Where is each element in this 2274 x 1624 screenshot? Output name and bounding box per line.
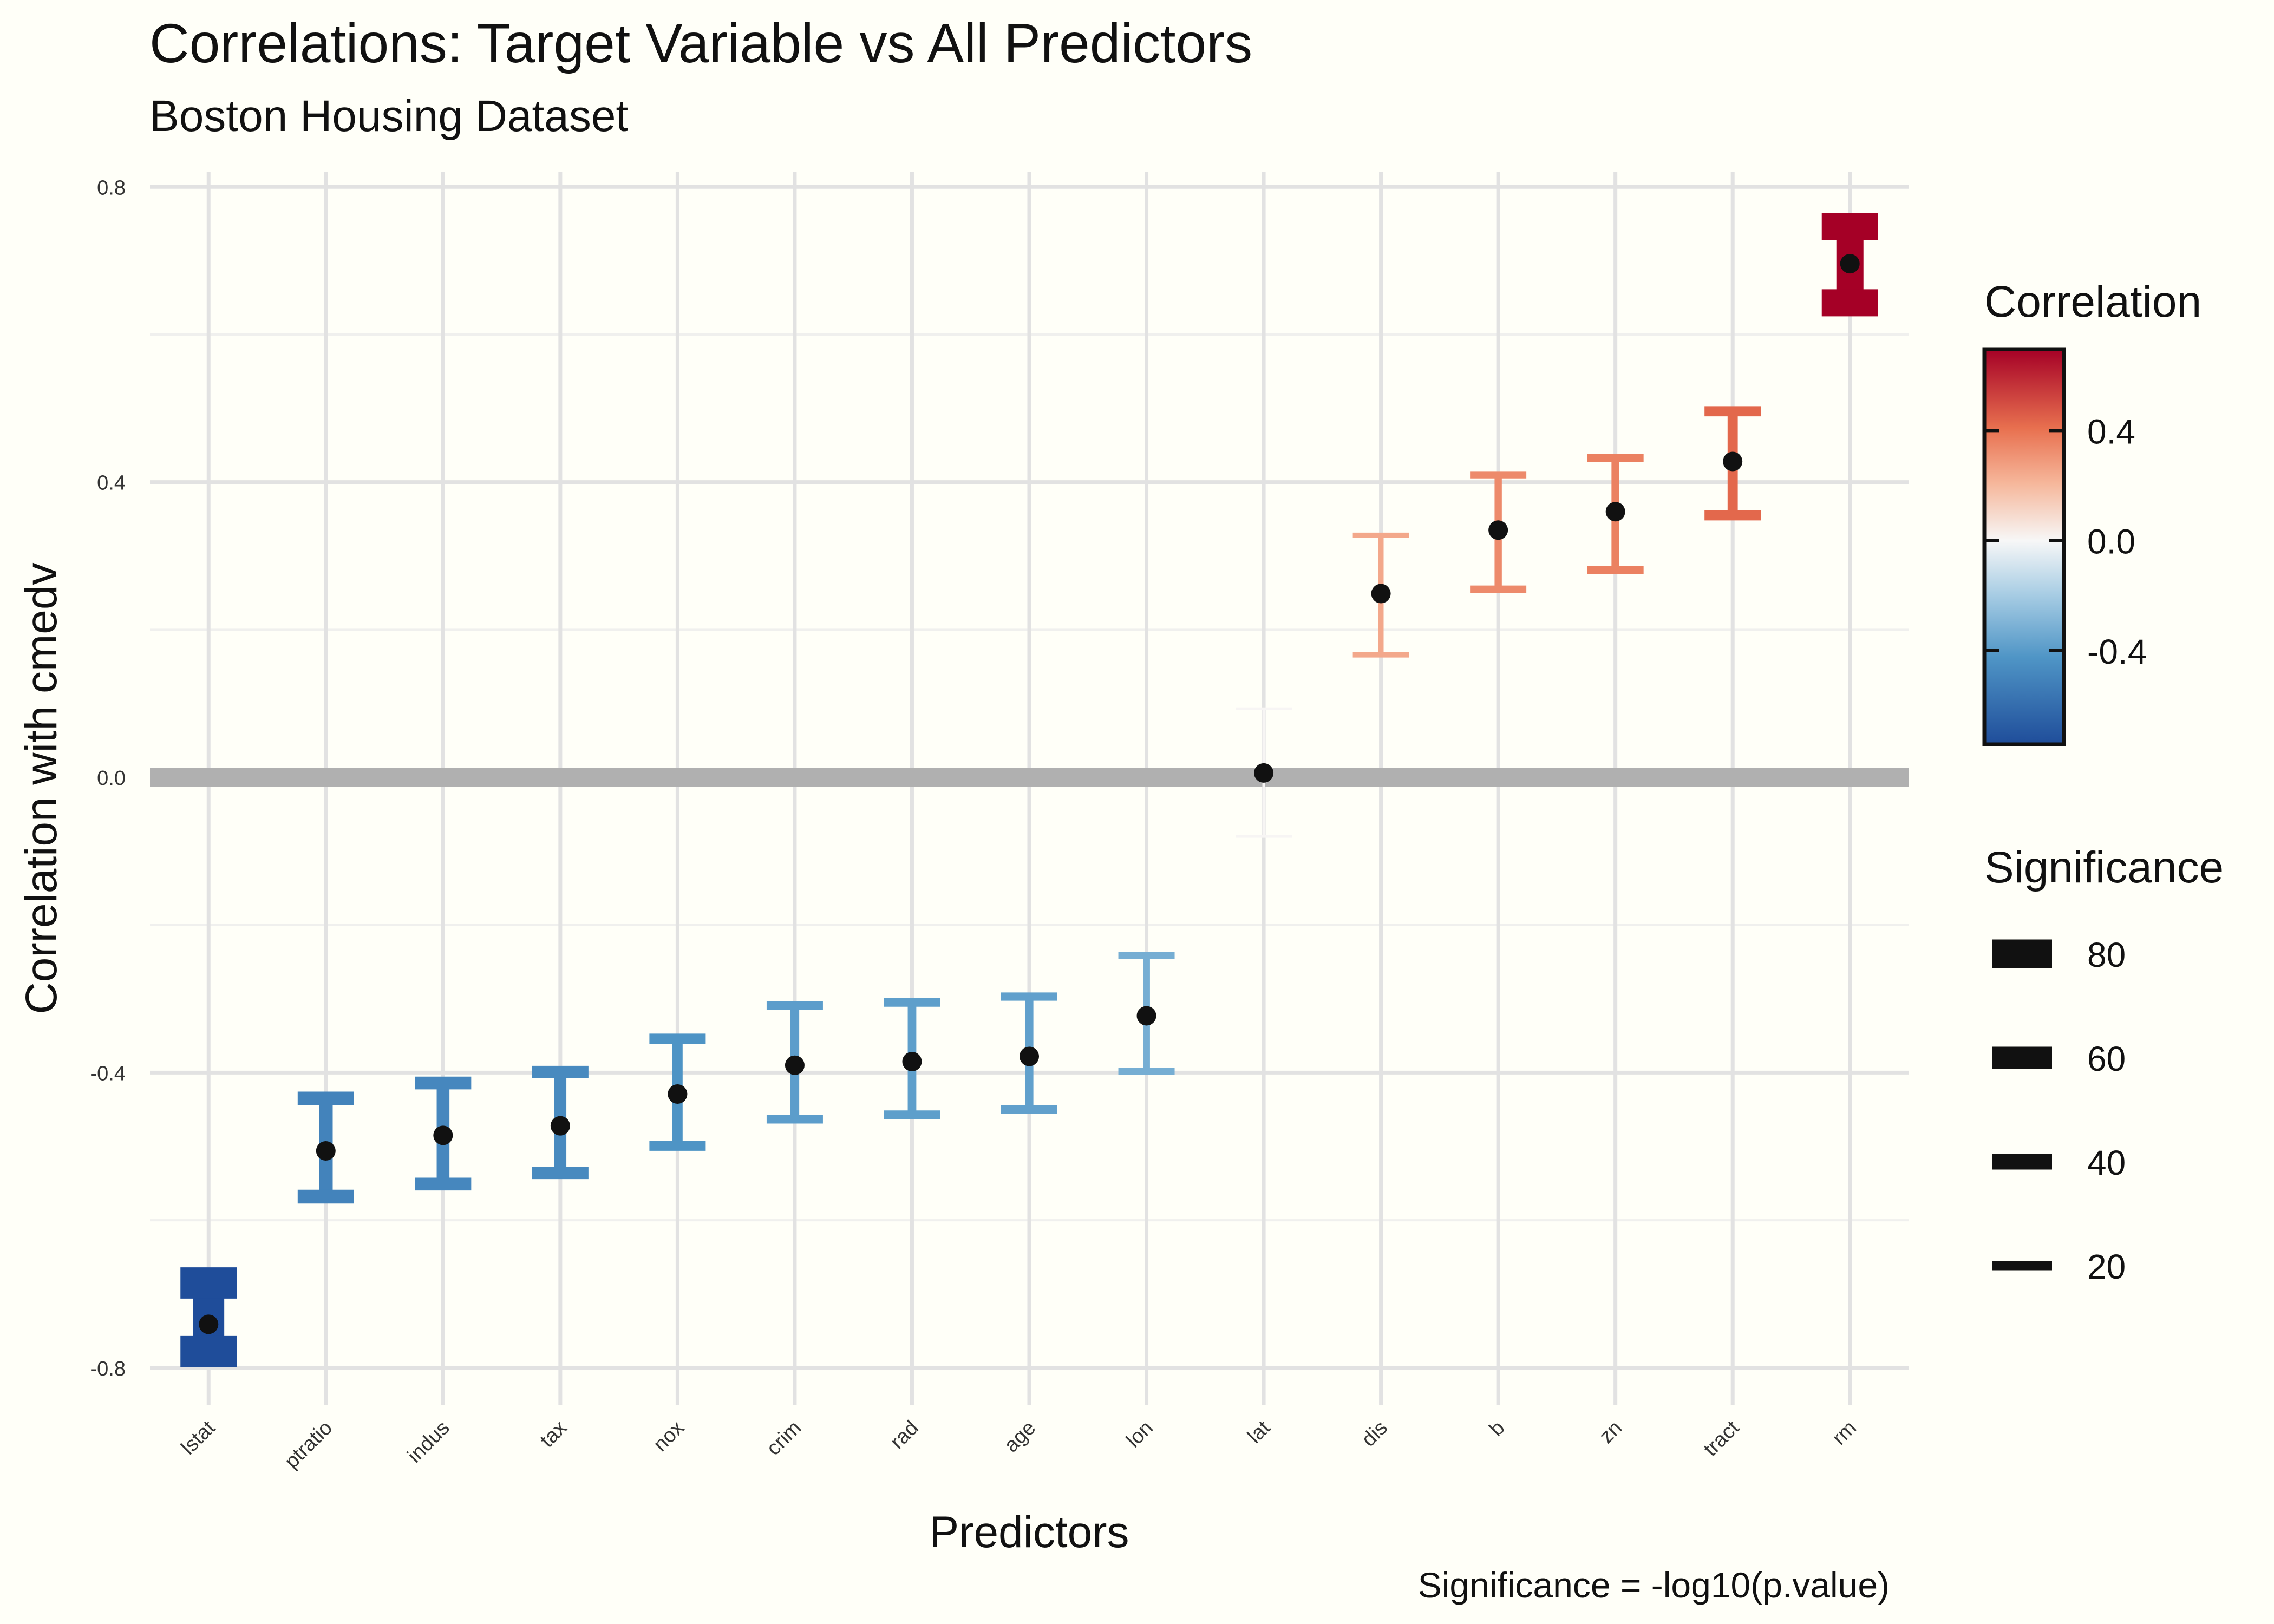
- y-tick-label: -0.8: [90, 1358, 126, 1380]
- x-tick-label: zn: [1595, 1417, 1626, 1448]
- point-lat: [1254, 763, 1274, 783]
- x-tick-label: nox: [649, 1417, 689, 1456]
- point-b: [1488, 520, 1508, 540]
- point-indus: [433, 1125, 453, 1145]
- x-tick-label: b: [1485, 1417, 1510, 1441]
- chart-title: Correlations: Target Variable vs All Pre…: [149, 12, 1253, 74]
- x-tick-label: rad: [886, 1417, 923, 1454]
- point-age: [1020, 1046, 1039, 1066]
- point-zn: [1605, 502, 1625, 522]
- x-tick-label: ptratio: [280, 1417, 337, 1473]
- y-tick-label: 0.8: [97, 176, 126, 199]
- color-legend-title: Correlation: [1984, 277, 2201, 326]
- size-legend-label: 40: [2087, 1143, 2126, 1182]
- color-legend-label: 0.4: [2087, 412, 2135, 451]
- point-rm: [1840, 254, 1860, 274]
- chart-caption: Significance = -log10(p.value): [1417, 1565, 1890, 1605]
- size-legend-label: 60: [2087, 1039, 2126, 1078]
- point-crim: [785, 1055, 805, 1075]
- point-ptratio: [316, 1141, 336, 1161]
- point-nox: [668, 1084, 688, 1104]
- x-tick-label: lstat: [177, 1416, 220, 1459]
- x-tick-label: age: [1000, 1417, 1041, 1457]
- point-dis: [1371, 584, 1391, 604]
- color-legend-label: -0.4: [2087, 632, 2147, 671]
- point-tax: [550, 1116, 570, 1136]
- x-tick-label: crim: [762, 1417, 806, 1460]
- y-tick-label: 0.4: [97, 472, 126, 495]
- y-tick-label: -0.4: [90, 1062, 126, 1085]
- color-legend-label: 0.0: [2087, 522, 2135, 561]
- point-tract: [1723, 451, 1743, 472]
- x-tick-label: rm: [1828, 1417, 1861, 1450]
- y-axis-label: Correlation with cmedv: [17, 563, 66, 1014]
- chart-subtitle: Boston Housing Dataset: [149, 91, 629, 141]
- size-legend-label: 80: [2087, 935, 2126, 974]
- x-tick-label: indus: [403, 1417, 454, 1468]
- x-tick-label: tract: [1700, 1416, 1744, 1461]
- point-rad: [902, 1051, 922, 1071]
- size-legend-label: 20: [2087, 1247, 2126, 1286]
- color-legend-bar: [1982, 347, 2066, 746]
- x-tick-label: tax: [536, 1417, 572, 1452]
- x-tick-label: dis: [1357, 1417, 1392, 1451]
- y-tick-label: 0.0: [97, 767, 126, 790]
- point-lstat: [199, 1314, 219, 1334]
- x-tick-label: lon: [1122, 1417, 1158, 1452]
- point-lon: [1136, 1006, 1156, 1026]
- size-legend-title: Significance: [1984, 843, 2224, 892]
- x-tick-label: lat: [1243, 1416, 1275, 1448]
- x-axis-label: Predictors: [929, 1508, 1129, 1557]
